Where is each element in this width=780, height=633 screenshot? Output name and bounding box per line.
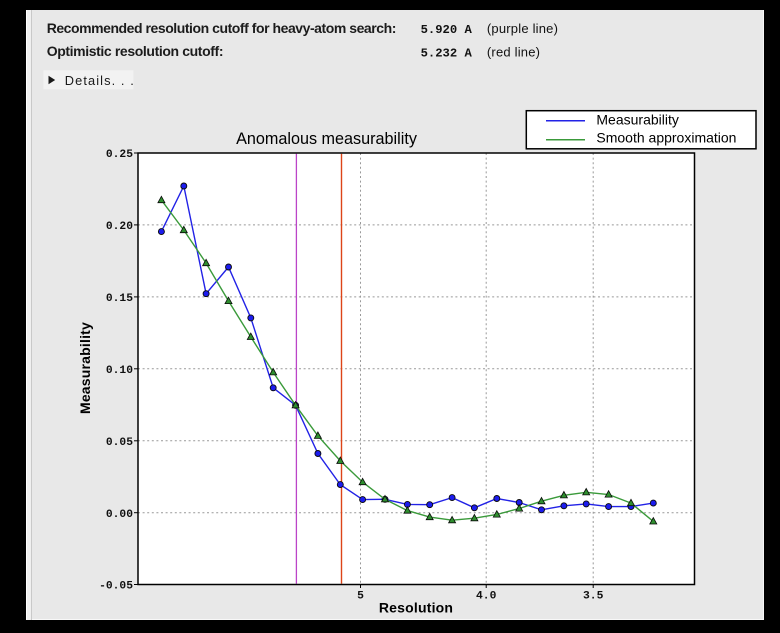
- svg-text:0.10: 0.10: [106, 365, 133, 377]
- svg-text:0.00: 0.00: [106, 509, 133, 521]
- svg-text:Measurability: Measurability: [596, 111, 678, 127]
- svg-text:Details. . .: Details. . .: [65, 73, 135, 88]
- svg-text:0.05: 0.05: [106, 437, 133, 449]
- svg-text:0.15: 0.15: [106, 293, 133, 305]
- svg-text:(purple line): (purple line): [487, 21, 558, 36]
- svg-text:Anomalous measurability: Anomalous measurability: [236, 130, 418, 148]
- svg-text:0.25: 0.25: [106, 149, 133, 161]
- svg-text:(red line): (red line): [487, 45, 540, 60]
- svg-text:Recommended resolution cutoff: Recommended resolution cutoff for heavy-…: [47, 20, 396, 36]
- svg-text:Resolution: Resolution: [379, 600, 453, 616]
- svg-text:0.20: 0.20: [106, 221, 133, 233]
- svg-text:5.232 A: 5.232 A: [421, 47, 473, 61]
- svg-text:Smooth approximation: Smooth approximation: [596, 130, 736, 146]
- svg-text:-0.05: -0.05: [99, 581, 133, 593]
- svg-text:5.920 A: 5.920 A: [421, 23, 473, 37]
- svg-text:5: 5: [357, 591, 364, 603]
- svg-text:3.5: 3.5: [583, 591, 604, 603]
- svg-text:Optimistic resolution cutoff:: Optimistic resolution cutoff:: [47, 43, 223, 59]
- svg-text:4.0: 4.0: [476, 591, 497, 603]
- svg-text:Measurability: Measurability: [77, 322, 93, 414]
